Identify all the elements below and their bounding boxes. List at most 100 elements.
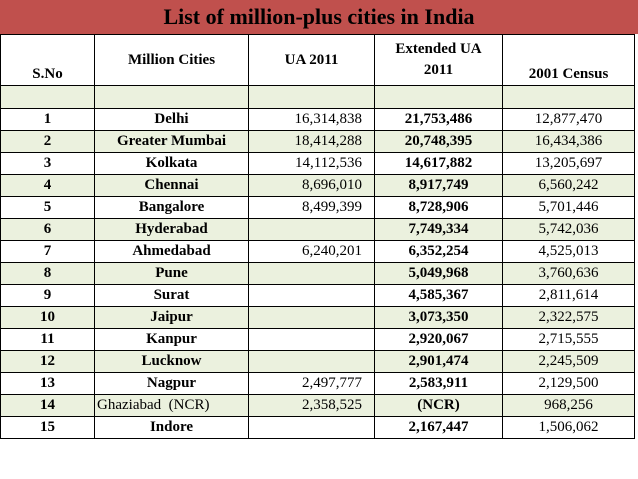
- cell-ua2011: [248, 306, 375, 329]
- cell-extended-ua: 8,917,749: [374, 174, 503, 197]
- cell-ua2011: 6,240,201: [248, 240, 375, 263]
- cell-ua2011: [248, 262, 375, 285]
- cell-ua2011: 8,499,399: [248, 196, 375, 219]
- cell-sno: 7: [0, 240, 95, 263]
- cell-census2001: 2,129,500: [502, 372, 635, 395]
- cell-census2001: 12,877,470: [502, 108, 635, 131]
- cell-sno: 10: [0, 306, 95, 329]
- cell-ua2011: [248, 416, 375, 439]
- cell-census2001: 13,205,697: [502, 152, 635, 175]
- cell-sno: 14: [0, 394, 95, 417]
- cell-extended-ua: (NCR): [374, 394, 503, 417]
- slide-title: List of million-plus cities in India: [163, 4, 475, 29]
- cell-census2001: 3,760,636: [502, 262, 635, 285]
- spacer-cell: [94, 85, 249, 109]
- cell-ua2011: 2,497,777: [248, 372, 375, 395]
- table-row: 14 Ghaziabad (NCR) 2,358,525 (NCR) 968,256: [0, 394, 635, 417]
- cell-extended-ua: 2,167,447: [374, 416, 503, 439]
- cell-census2001: 4,525,013: [502, 240, 635, 263]
- spacer-cell: [248, 85, 375, 109]
- table-row: 6 Hyderabad 7,749,334 5,742,036: [0, 218, 635, 241]
- header-extended-line1: Extended UA: [395, 41, 482, 57]
- cell-ua2011: [248, 350, 375, 373]
- table-row: 9 Surat 4,585,367 2,811,614: [0, 284, 635, 307]
- header-city: Million Cities: [94, 34, 249, 86]
- cell-census2001: 6,560,242: [502, 174, 635, 197]
- cell-city: Pune: [94, 262, 249, 285]
- cell-extended-ua: 4,585,367: [374, 284, 503, 307]
- cell-ua2011: [248, 328, 375, 351]
- cell-census2001: 5,742,036: [502, 218, 635, 241]
- cell-sno: 5: [0, 196, 95, 219]
- million-cities-table: S.No Million Cities UA 2011 Extended UA …: [0, 34, 635, 439]
- cell-sno: 12: [0, 350, 95, 373]
- table-row: 13 Nagpur 2,497,777 2,583,911 2,129,500: [0, 372, 635, 395]
- spacer-row: [0, 85, 635, 109]
- table-row: 3 Kolkata 14,112,536 14,617,882 13,205,697: [0, 152, 635, 175]
- cell-sno: 6: [0, 218, 95, 241]
- spacer-cell: [502, 85, 635, 109]
- cell-city: Ahmedabad: [94, 240, 249, 263]
- cell-extended-ua: 5,049,968: [374, 262, 503, 285]
- cell-extended-ua: 20,748,395: [374, 130, 503, 153]
- cell-sno: 15: [0, 416, 95, 439]
- cell-city: Jaipur: [94, 306, 249, 329]
- header-extended-ua: Extended UA 2011: [374, 34, 503, 86]
- header-census2001: 2001 Census: [502, 34, 635, 86]
- table-row: 7 Ahmedabad 6,240,201 6,352,254 4,525,013: [0, 240, 635, 263]
- cell-sno: 11: [0, 328, 95, 351]
- cell-sno: 2: [0, 130, 95, 153]
- table-row: 5 Bangalore 8,499,399 8,728,906 5,701,446: [0, 196, 635, 219]
- cell-census2001: 2,715,555: [502, 328, 635, 351]
- cell-sno: 8: [0, 262, 95, 285]
- title-bar: List of million-plus cities in India: [0, 0, 638, 34]
- spacer-cell: [0, 85, 95, 109]
- table-row: 8 Pune 5,049,968 3,760,636: [0, 262, 635, 285]
- cell-city: Chennai: [94, 174, 249, 197]
- cell-extended-ua: 2,583,911: [374, 372, 503, 395]
- cell-city: Kolkata: [94, 152, 249, 175]
- cell-ua2011: [248, 284, 375, 307]
- cell-census2001: 2,322,575: [502, 306, 635, 329]
- cell-extended-ua: 14,617,882: [374, 152, 503, 175]
- cell-city: Kanpur: [94, 328, 249, 351]
- cell-extended-ua: 7,749,334: [374, 218, 503, 241]
- cell-extended-ua: 2,901,474: [374, 350, 503, 373]
- cell-census2001: 5,701,446: [502, 196, 635, 219]
- cell-ua2011: 16,314,838: [248, 108, 375, 131]
- header-ua2011: UA 2011: [248, 34, 375, 86]
- cell-census2001: 968,256: [502, 394, 635, 417]
- table-row: 12 Lucknow 2,901,474 2,245,509: [0, 350, 635, 373]
- table-row: 10 Jaipur 3,073,350 2,322,575: [0, 306, 635, 329]
- table-row: 4 Chennai 8,696,010 8,917,749 6,560,242: [0, 174, 635, 197]
- cell-extended-ua: 21,753,486: [374, 108, 503, 131]
- cell-city: Hyderabad: [94, 218, 249, 241]
- cell-census2001: 2,245,509: [502, 350, 635, 373]
- table-row: 15 Indore 2,167,447 1,506,062: [0, 416, 635, 439]
- cell-city: Bangalore: [94, 196, 249, 219]
- cell-city: Indore: [94, 416, 249, 439]
- cell-extended-ua: 2,920,067: [374, 328, 503, 351]
- cell-ua2011: [248, 218, 375, 241]
- spacer-cell: [374, 85, 503, 109]
- cell-ua2011: 8,696,010: [248, 174, 375, 197]
- cell-census2001: 1,506,062: [502, 416, 635, 439]
- cell-census2001: 16,434,386: [502, 130, 635, 153]
- table-row: 11 Kanpur 2,920,067 2,715,555: [0, 328, 635, 351]
- cell-city: Surat: [94, 284, 249, 307]
- cell-extended-ua: 6,352,254: [374, 240, 503, 263]
- cell-city: Ghaziabad (NCR): [94, 394, 249, 417]
- cell-city: Nagpur: [94, 372, 249, 395]
- cell-sno: 4: [0, 174, 95, 197]
- cell-extended-ua: 3,073,350: [374, 306, 503, 329]
- header-extended-line2: 2011: [423, 62, 454, 78]
- cell-census2001: 2,811,614: [502, 284, 635, 307]
- header-row: S.No Million Cities UA 2011 Extended UA …: [0, 34, 635, 86]
- cell-ua2011: 18,414,288: [248, 130, 375, 153]
- cell-city: Lucknow: [94, 350, 249, 373]
- table-row: 2 Greater Mumbai 18,414,288 20,748,395 16,43…: [0, 130, 635, 153]
- cell-sno: 3: [0, 152, 95, 175]
- cell-city: Delhi: [94, 108, 249, 131]
- cell-sno: 9: [0, 284, 95, 307]
